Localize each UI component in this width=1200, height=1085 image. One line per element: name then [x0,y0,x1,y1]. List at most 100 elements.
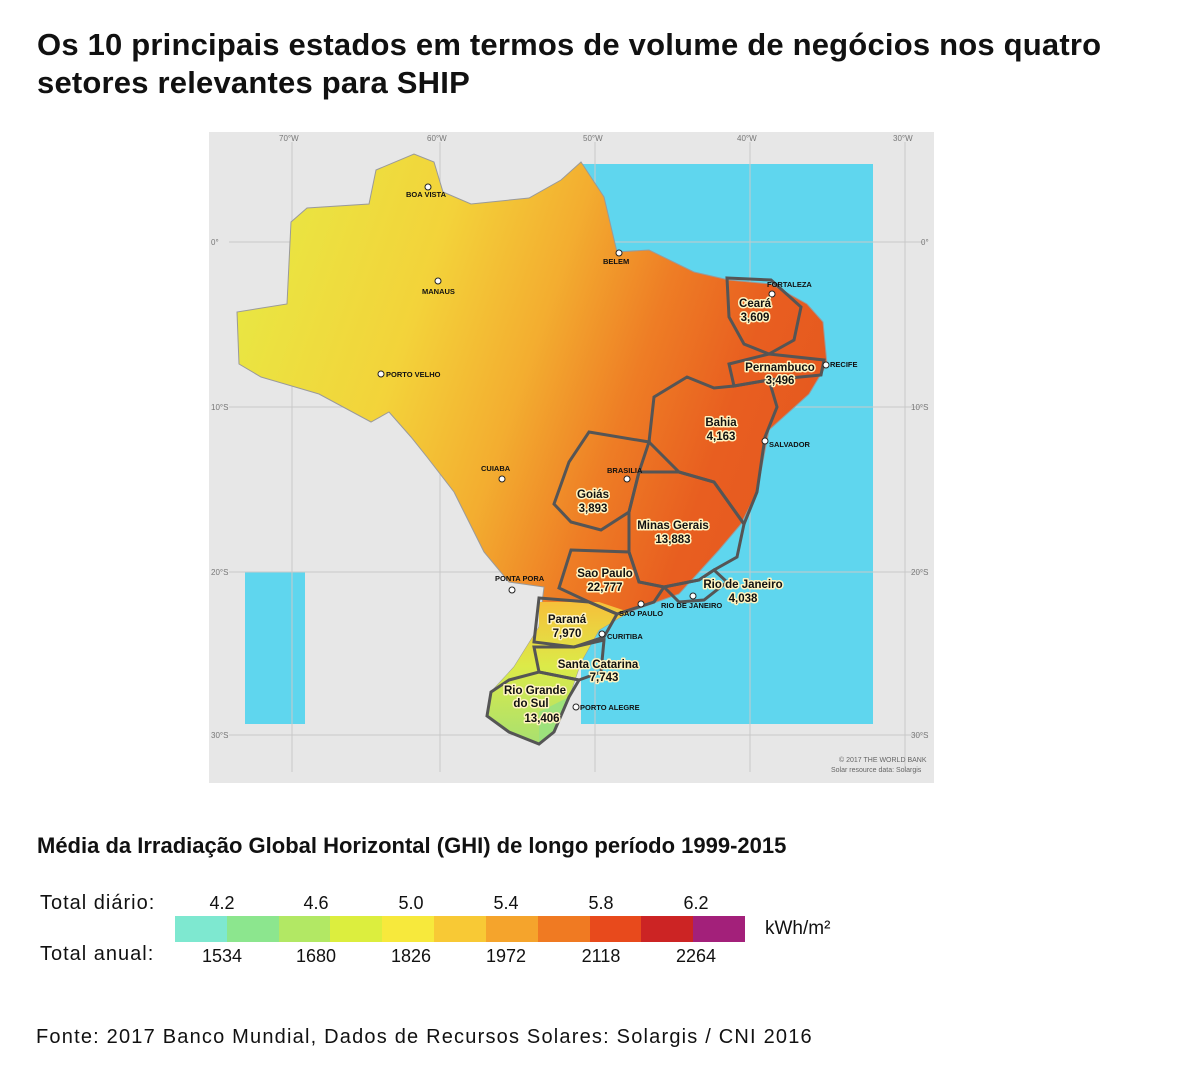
annual-tick: 1826 [390,946,432,966]
lon-label: 30°W [893,134,913,143]
state-value: 13,406 [524,713,559,725]
unit-label: kWh/m² [765,918,831,939]
south-region [487,602,629,744]
lat-label: 10°S [211,403,228,412]
state-value: 3,609 [741,312,770,324]
city-label: PORTO VELHO [386,370,441,379]
city-label: BRASILIA [607,466,643,475]
daily-tick: 4.6 [303,893,329,913]
state-name: Bahia [705,417,737,429]
daily-tick: 5.8 [588,893,614,913]
state-name: Pernambuco [745,362,815,374]
daily-tick: 5.4 [493,893,519,913]
map-credit: Solar resource data: Solargis [831,767,922,774]
state-name: Paraná [548,614,587,626]
city-marker [615,249,623,257]
city-marker [623,475,631,483]
color-step [434,916,486,942]
annual-tick: 2264 [675,946,717,966]
color-step [226,916,279,942]
color-step [330,916,383,942]
border-ceara [725,276,803,356]
lat-label: 30°S [911,731,928,740]
solar-irradiation-map: 70°W 60°W 50°W 40°W 30°W 0° 0° 10°S 10°S… [209,132,934,783]
state-value: 3,496 [766,375,795,387]
city-marker [598,630,606,638]
city-label: PORTO ALEGRE [580,703,640,712]
lat-label: 0° [921,238,929,247]
city-label: RECIFE [830,360,858,369]
city-marker [508,586,516,594]
border-rio [660,568,730,604]
state-name: Minas Gerais [637,520,709,532]
state-labels: Ceará 3,609 Pernambuco 3,496 Bahia 4,163… [503,297,817,727]
city-label: FORTALEZA [767,280,812,289]
lat-label: 0° [211,238,219,247]
city-label: BELEM [603,257,629,266]
border-sao-paulo [557,548,667,616]
state-value: 4,163 [707,431,736,443]
color-step [641,916,694,942]
border-rio-grande [485,670,582,746]
state-value: 4,038 [729,593,758,605]
annual-total-label: Total anual: [40,943,155,965]
color-step [175,916,227,942]
color-step [382,916,435,942]
color-step [589,916,642,942]
lon-label: 60°W [427,134,447,143]
color-step [278,916,331,942]
state-name: Ceará [739,298,772,310]
state-name: Sao Paulo [577,568,633,580]
city-marker [768,290,776,298]
daily-tick: 6.2 [683,893,709,913]
state-name: Santa Catarina [558,659,639,671]
city-label: CURITIBA [607,632,643,641]
state-value: 7,743 [590,672,619,684]
city-label: MANAUS [422,287,455,296]
lat-label: 10°S [911,403,928,412]
annual-tick: 1972 [485,946,527,966]
lon-label: 50°W [583,134,603,143]
annual-tick: 2118 [581,946,621,966]
pacific-ocean [245,572,305,724]
color-step [537,916,590,942]
legend-title: Média da Irradiação Global Horizontal (G… [37,833,787,858]
lat-label: 20°S [911,568,928,577]
highlighted-state-borders [485,276,826,746]
city-labels: BOA VISTA BELEM MANAUS FORTALEZA RECIFE … [377,183,858,712]
state-value: 7,970 [553,628,582,640]
border-goias [552,430,651,532]
rs-coast [539,697,569,744]
map-credit: © 2017 THE WORLD BANK [839,756,927,764]
lon-label: 70°W [279,134,299,143]
city-marker [424,183,432,191]
state-value: 13,883 [655,534,690,546]
state-name: Rio Grande [504,685,566,697]
city-marker [434,277,442,285]
color-step [693,916,745,942]
state-name: Goiás [577,489,609,501]
state-name: Rio de Janeiro [703,579,782,591]
state-value: 3,893 [579,503,608,515]
city-label: BOA VISTA [406,190,447,199]
page-title: Os 10 principais estados em termos de vo… [37,27,1102,100]
axis-labels: 70°W 60°W 50°W 40°W 30°W 0° 0° 10°S 10°S… [211,134,929,740]
state-name: do Sul [513,698,548,710]
daily-tick: 4.2 [209,893,235,913]
border-parana [532,596,620,649]
color-step [485,916,538,942]
daily-total-label: Total diário: [40,892,156,914]
annual-tick: 1680 [295,946,337,966]
city-marker [822,361,830,369]
city-label: SAO PAULO [619,609,663,618]
city-label: SALVADOR [769,440,811,449]
lat-label: 20°S [211,568,228,577]
city-marker [637,600,645,608]
city-marker [689,592,697,600]
color-scale-bar [175,916,745,942]
annual-tick: 1534 [201,946,243,966]
daily-tick: 5.0 [398,893,424,913]
city-label: CUIABA [481,464,511,473]
city-marker [377,370,385,378]
map-credits: © 2017 THE WORLD BANK Solar resource dat… [831,756,927,774]
